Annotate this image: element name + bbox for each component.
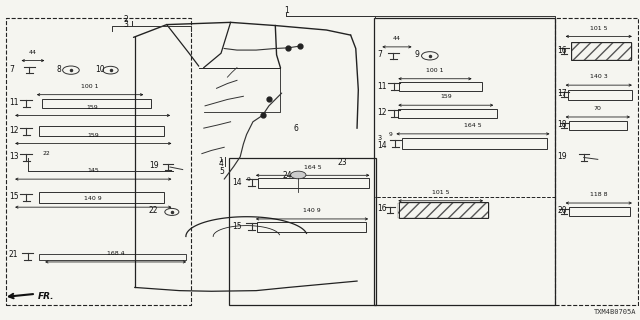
Text: 7: 7 (9, 65, 14, 74)
Circle shape (291, 171, 306, 179)
Bar (374, 18, 555, 305)
Text: 24: 24 (283, 171, 292, 180)
Text: 164 5: 164 5 (464, 123, 482, 128)
Bar (399, 82, 481, 92)
Text: 3: 3 (124, 20, 128, 29)
Text: 101 5: 101 5 (590, 26, 607, 31)
Text: 1: 1 (284, 6, 289, 15)
Text: 6: 6 (293, 124, 298, 132)
Text: 1: 1 (218, 157, 223, 163)
Text: 10: 10 (95, 65, 105, 74)
Text: 19: 19 (149, 161, 159, 170)
Text: 9: 9 (388, 132, 392, 137)
Text: 3: 3 (378, 135, 381, 141)
Bar (39, 193, 164, 203)
Text: 70: 70 (594, 106, 602, 111)
Text: 5: 5 (219, 167, 224, 176)
Text: 12: 12 (9, 126, 19, 135)
Bar (258, 178, 369, 188)
Bar (39, 126, 164, 136)
Text: 20: 20 (557, 206, 567, 215)
Text: 145: 145 (88, 168, 99, 173)
Text: 11: 11 (9, 98, 19, 107)
Text: 23: 23 (337, 158, 347, 167)
Text: 7: 7 (378, 50, 382, 59)
Text: 4: 4 (219, 159, 224, 168)
Text: 17: 17 (557, 89, 567, 98)
Bar (374, 197, 555, 305)
Text: 168 4: 168 4 (107, 251, 124, 256)
Text: 21: 21 (9, 251, 19, 260)
Bar (229, 158, 376, 305)
Text: 16: 16 (557, 45, 567, 55)
Text: 118 8: 118 8 (590, 192, 607, 197)
Text: 101 5: 101 5 (432, 190, 449, 195)
Text: 164 5: 164 5 (304, 164, 321, 170)
Text: 14: 14 (378, 141, 387, 150)
Text: 44: 44 (393, 36, 401, 41)
Bar (6, 18, 191, 305)
Bar (402, 138, 547, 148)
Bar (257, 222, 366, 232)
Bar (570, 207, 630, 216)
Text: 100 1: 100 1 (426, 68, 444, 73)
Text: 11: 11 (378, 82, 387, 91)
Text: 13: 13 (9, 152, 19, 161)
Text: 159: 159 (87, 105, 99, 110)
Text: 22: 22 (42, 151, 50, 156)
Text: 44: 44 (29, 50, 37, 55)
Text: 18: 18 (557, 120, 567, 130)
Bar (555, 18, 638, 305)
Text: 12: 12 (378, 108, 387, 117)
Text: 15: 15 (9, 192, 19, 201)
Bar (399, 202, 488, 218)
Text: 15: 15 (232, 222, 241, 231)
Text: TXM4B0705A: TXM4B0705A (594, 308, 636, 315)
Text: 22: 22 (149, 206, 158, 215)
Text: 9: 9 (246, 177, 250, 182)
Bar (42, 99, 151, 108)
Text: 16: 16 (378, 204, 387, 213)
Bar (568, 90, 632, 100)
Text: 159: 159 (88, 133, 99, 138)
Text: 140 3: 140 3 (590, 74, 607, 79)
Bar (571, 42, 631, 60)
Text: 140 9: 140 9 (84, 196, 102, 201)
Text: 159: 159 (440, 94, 452, 100)
Text: FR.: FR. (38, 292, 54, 301)
Text: 8: 8 (57, 65, 61, 74)
Text: 14: 14 (232, 179, 241, 188)
Text: 9: 9 (415, 50, 419, 59)
Bar (569, 121, 627, 130)
Bar (39, 254, 186, 260)
Bar (398, 109, 497, 118)
Text: 140 9: 140 9 (303, 208, 321, 213)
Text: 100 1: 100 1 (81, 84, 99, 89)
Text: 2: 2 (124, 15, 128, 24)
Text: 19: 19 (557, 152, 567, 161)
